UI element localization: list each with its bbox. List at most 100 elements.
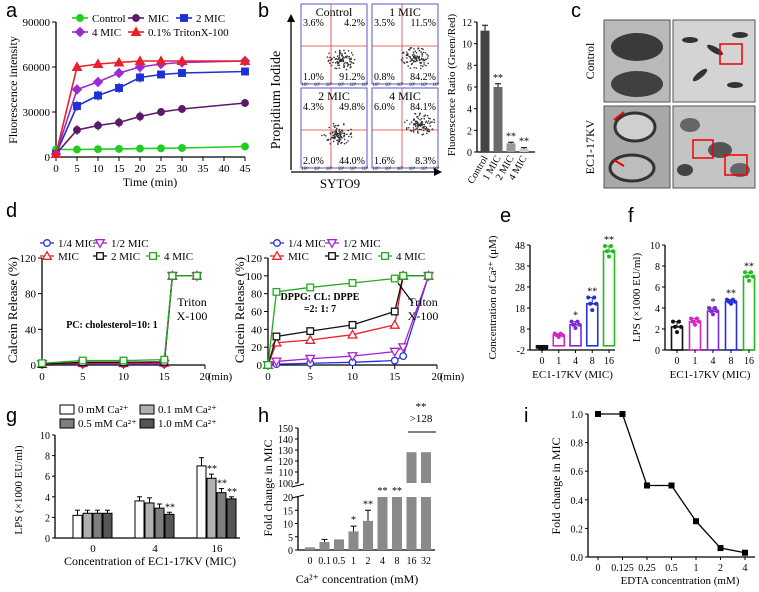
y-axis-label: LPS (×1000 EU/ml) (631, 253, 643, 343)
x-axis-label: EC1-17KV (MIC) (532, 369, 613, 381)
data-point (136, 144, 144, 153)
data-point (424, 271, 433, 280)
flow-event (413, 55, 416, 58)
data-point (745, 274, 749, 279)
flow-event (432, 118, 435, 121)
x-tick-label: 5 (74, 163, 80, 175)
flow-event (429, 117, 431, 120)
flow-event (329, 142, 332, 145)
quadrant-upper-right: 4.2% (344, 18, 365, 29)
series-line (56, 145, 246, 151)
flow-event (331, 57, 333, 60)
legend-marker (328, 252, 336, 260)
y-tick-label: 15 (283, 506, 293, 517)
panel-label-h: h (258, 405, 270, 427)
x-tick-label: 4 (711, 356, 716, 367)
y-tick-label: 150 (278, 424, 293, 435)
y-tick-label: 110 (278, 468, 293, 479)
x-tick-label: 0 (90, 543, 96, 555)
flow-axis-tick: 10⁵ (362, 166, 369, 172)
legend-entry: 1/4 MIC (288, 238, 326, 250)
x-axis-label: Concentration of EC1-17KV (MIC) (64, 554, 236, 568)
x-tick-label: 16 (604, 356, 614, 367)
panel-label-a: a (6, 0, 18, 22)
flow-event (343, 65, 346, 68)
data-point (73, 145, 81, 154)
series-line (55, 60, 246, 155)
flow-event (349, 66, 351, 69)
bar (196, 465, 207, 539)
x-tick-label: 0 (540, 356, 545, 367)
flow-event (421, 65, 424, 68)
flow-event (416, 127, 418, 130)
x-tick-label: 0 (265, 371, 271, 383)
flow-event (351, 54, 354, 56)
bar (742, 275, 756, 351)
bar (406, 497, 417, 550)
bar (334, 539, 344, 550)
quadrant-upper-right: 84.1% (410, 102, 436, 113)
arrow-label: X-100 (177, 309, 208, 323)
significance-mark: ** (165, 502, 175, 513)
flow-event (414, 60, 417, 63)
legend-marker (132, 14, 140, 22)
x-tick-label: 0 (675, 356, 680, 367)
flow-event (417, 126, 419, 128)
significance-mark: ** (363, 499, 373, 510)
data-point (92, 58, 104, 68)
x-tick-label: 1 (351, 556, 356, 567)
flow-event (328, 52, 330, 55)
series-line (55, 102, 246, 155)
flow-event (414, 128, 417, 131)
quadrant-upper-right: 49.8% (339, 102, 365, 113)
legend-marker (41, 250, 53, 260)
flow-event (337, 64, 339, 67)
legend-marker (43, 239, 51, 247)
flow-event (335, 127, 338, 130)
panel-label-c: c (571, 0, 581, 22)
x-tick-label: 0 (53, 163, 59, 175)
data-point (347, 352, 358, 362)
flow-event (347, 140, 349, 142)
data-point (390, 274, 399, 283)
x-tick-label: 20 (200, 371, 212, 383)
data-point (50, 148, 62, 158)
flow-event (418, 128, 421, 131)
y-tick-label: 0 (31, 360, 37, 372)
flow-event (400, 58, 403, 61)
flow-event (332, 134, 335, 137)
annotation: DPPG: CL: DPPE (281, 292, 360, 303)
data-point (178, 144, 186, 152)
y-tick-label: 0.6 (571, 467, 584, 478)
data-point (272, 332, 281, 341)
data-point (389, 347, 401, 358)
bar (164, 513, 175, 539)
flow-event (418, 114, 421, 116)
flow-event (334, 62, 337, 64)
flow-event (411, 63, 413, 65)
flow-axis-tick: 10⁵ (362, 82, 369, 88)
flow-event (404, 121, 406, 123)
x-tick-label: 0 (596, 563, 601, 574)
data-point (241, 67, 249, 76)
data-point (264, 361, 272, 369)
flow-axis-tick: 10² (397, 82, 404, 88)
flow-event (343, 57, 345, 59)
flow-event (339, 133, 342, 136)
legend-entry: 0.1% TritonX-100 (148, 27, 229, 39)
data-point (272, 287, 281, 296)
x-tick-label: 2 (366, 556, 371, 567)
flow-event (347, 50, 350, 52)
flow-event (422, 51, 425, 54)
quadrant-lower-right: 8.3% (415, 156, 436, 167)
arrow-label: Triton (177, 295, 207, 309)
data-point (715, 309, 719, 314)
flow-event (422, 126, 425, 128)
flow-event (341, 53, 343, 55)
legend-swatch (59, 418, 75, 429)
y-tick-label: 130 (278, 446, 293, 457)
flow-event (343, 135, 345, 138)
quadrant-lower-right: 91.2% (339, 72, 365, 83)
legend-entry: Control (92, 13, 126, 25)
